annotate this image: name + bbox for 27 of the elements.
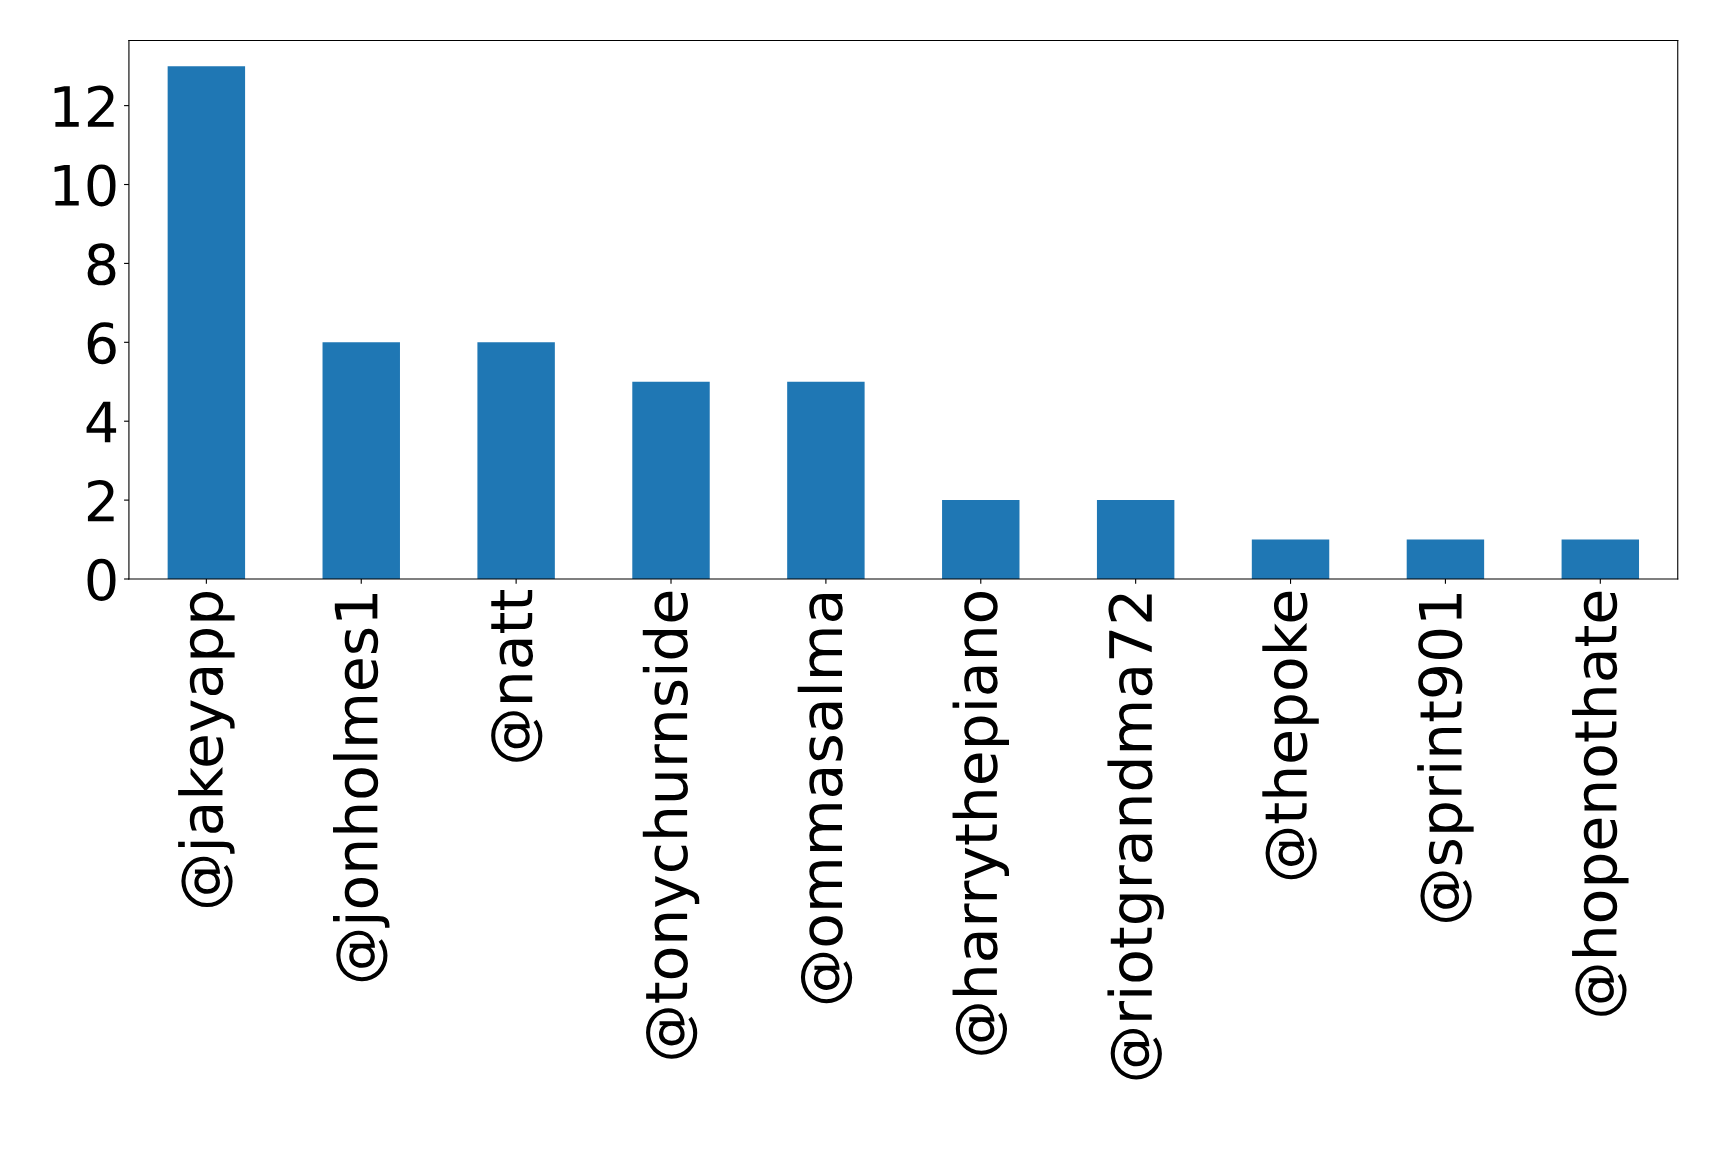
y-tick-label: 0 (87, 558, 116, 601)
x-tick-label: @natt (491, 590, 543, 762)
bar (787, 381, 865, 579)
bar (632, 381, 710, 579)
y-tick-label: 6 (87, 322, 116, 365)
y-tick-label: 12 (54, 85, 114, 127)
bar (167, 66, 246, 579)
x-tick-label: @tonychurnside (642, 591, 700, 1059)
x-tick-label: @hopenothate (1572, 591, 1629, 1016)
bar (1096, 500, 1175, 579)
x-tick-label: @thepoke (1262, 591, 1319, 880)
bar (1406, 539, 1485, 579)
bar (1561, 539, 1640, 579)
y-tick-label: 10 (54, 164, 116, 207)
bar (942, 500, 1020, 579)
bar (477, 342, 555, 579)
y-tick-label: 8 (87, 243, 116, 286)
x-tick-label: @ommasalma (797, 594, 853, 1004)
x-tick-label: @sprint901 (1417, 594, 1474, 922)
y-tick-label: 2 (87, 479, 114, 522)
bar (1251, 539, 1330, 579)
bar (322, 342, 400, 579)
y-tick-label: 4 (86, 401, 117, 443)
x-tick-label: @jakeyapp (178, 591, 235, 908)
x-tick-label: @harrythepiano (952, 591, 1009, 1055)
x-tick-label: @jonholmes1 (333, 594, 390, 982)
x-tick-label: @riotgrandma72 (1107, 594, 1164, 1080)
